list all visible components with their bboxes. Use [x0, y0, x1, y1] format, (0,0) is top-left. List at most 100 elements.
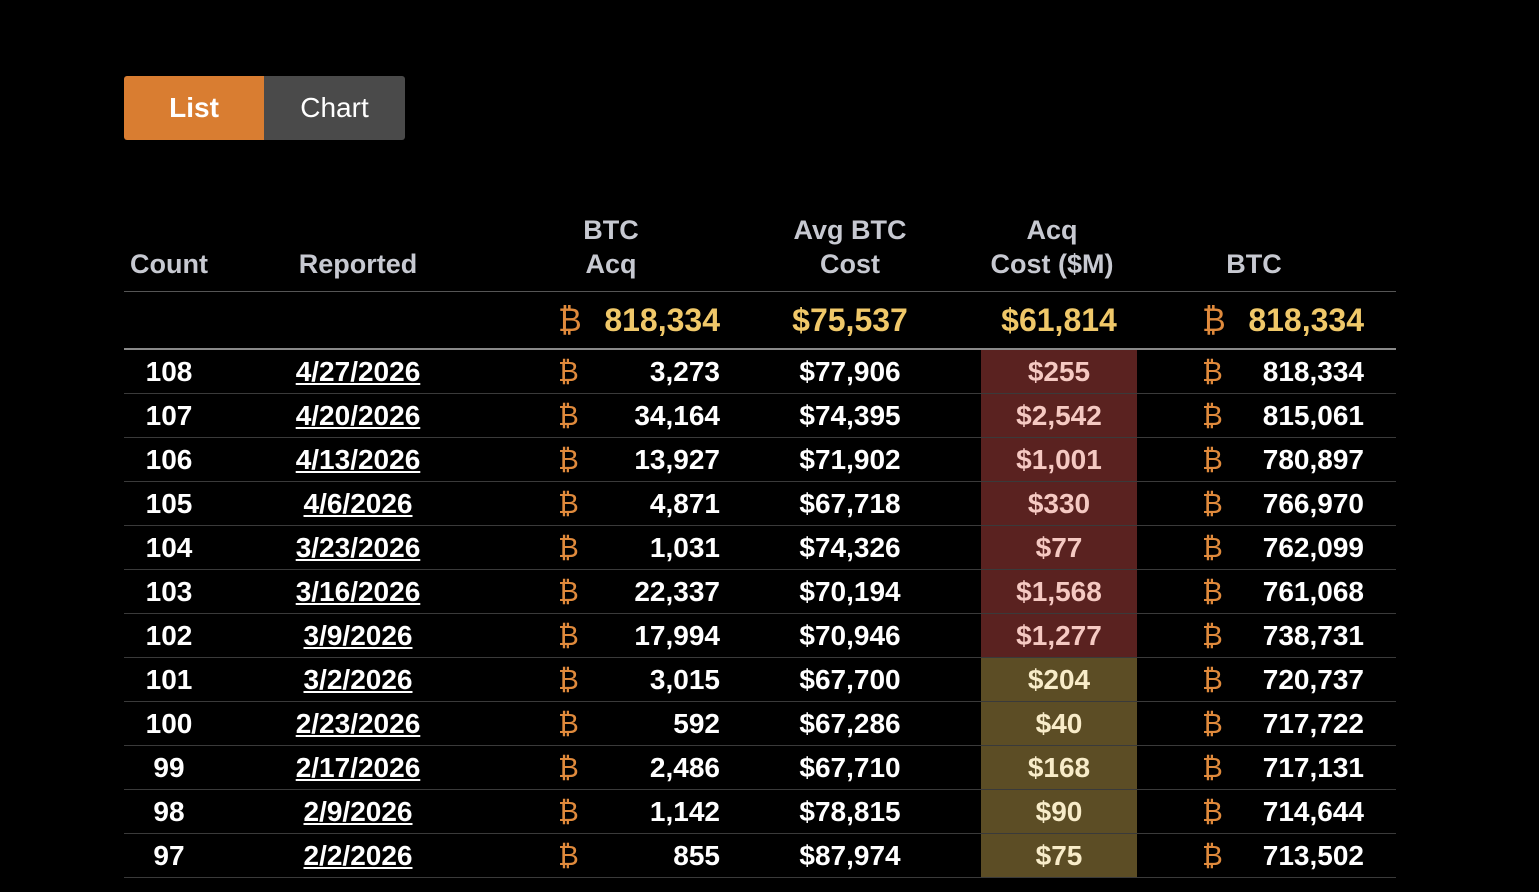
row-btc-total: 815,061	[1262, 400, 1364, 431]
btc-symbol-icon: ₿	[1202, 664, 1223, 695]
table-row: 97 2/2/2026 ₿ 855 $87,974 $75 ₿ 713,502	[124, 834, 1396, 878]
btc-symbol-icon: ₿	[558, 708, 579, 739]
btc-symbol-icon: ₿	[1202, 620, 1223, 651]
btc-symbol-icon: ₿	[1202, 302, 1226, 338]
row-acq-cost: $1,001	[981, 438, 1137, 481]
btc-symbol-icon: ₿	[1202, 840, 1223, 871]
btc-symbol-icon: ₿	[1202, 444, 1223, 475]
row-btc-acq: 17,994	[634, 620, 720, 651]
row-reported-link[interactable]: 3/9/2026	[303, 620, 413, 651]
table-row: 104 3/23/2026 ₿ 1,031 $74,326 $77 ₿ 762,099	[124, 526, 1396, 570]
row-reported-link[interactable]: 2/2/2026	[303, 840, 413, 871]
btc-symbol-icon: ₿	[558, 356, 579, 387]
row-avg-cost: $67,718	[799, 488, 901, 519]
header-acq-cost[interactable]: Acq Cost ($M)	[990, 215, 1114, 279]
row-reported-link[interactable]: 4/20/2026	[295, 400, 421, 431]
table-row: 103 3/16/2026 ₿ 22,337 $70,194 $1,568 ₿ 761,068	[124, 570, 1396, 614]
row-count: 100	[145, 708, 193, 739]
row-reported-link[interactable]: 2/23/2026	[295, 708, 421, 739]
btc-symbol-icon: ₿	[558, 302, 582, 338]
row-reported-link[interactable]: 3/2/2026	[303, 664, 413, 695]
row-acq-cost: $1,277	[981, 614, 1137, 657]
row-acq-cost: $75	[981, 834, 1137, 877]
row-acq-cost: $90	[981, 790, 1137, 833]
row-acq-cost: $168	[981, 746, 1137, 789]
row-acq-cost: $1,568	[981, 570, 1137, 613]
row-reported-link[interactable]: 2/17/2026	[295, 752, 421, 783]
chart-view-button[interactable]: Chart	[264, 76, 405, 140]
row-reported-link[interactable]: 4/27/2026	[295, 356, 421, 387]
row-count: 104	[145, 532, 193, 563]
table-row: 102 3/9/2026 ₿ 17,994 $70,946 $1,277 ₿ 738,731	[124, 614, 1396, 658]
row-avg-cost: $67,700	[799, 664, 901, 695]
header-btc[interactable]: BTC	[1226, 249, 1282, 279]
summary-btc-acq: 818,334	[604, 302, 720, 338]
table-row: 108 4/27/2026 ₿ 3,273 $77,906 $255 ₿ 818,334	[124, 350, 1396, 394]
row-btc-acq: 855	[673, 840, 720, 871]
row-btc-total: 738,731	[1262, 620, 1364, 651]
header-reported[interactable]: Reported	[298, 249, 418, 279]
btc-symbol-icon: ₿	[1202, 708, 1223, 739]
row-avg-cost: $74,326	[799, 532, 901, 563]
row-reported-link[interactable]: 2/9/2026	[303, 796, 413, 827]
table-row: 99 2/17/2026 ₿ 2,486 $67,710 $168 ₿ 717,131	[124, 746, 1396, 790]
row-btc-acq: 2,486	[649, 752, 720, 783]
table-row: 107 4/20/2026 ₿ 34,164 $74,395 $2,542 ₿ 815,061	[124, 394, 1396, 438]
summary-acq-cost: $61,814	[1001, 302, 1117, 338]
row-count: 98	[153, 796, 185, 827]
row-btc-total: 714,644	[1262, 796, 1364, 827]
table-body: 108 4/27/2026 ₿ 3,273 $77,906 $255 ₿ 818,334 107…	[124, 350, 1396, 878]
btc-symbol-icon: ₿	[558, 620, 579, 651]
btc-symbol-icon: ₿	[558, 796, 579, 827]
btc-symbol-icon: ₿	[1202, 752, 1223, 783]
row-acq-cost: $2,542	[981, 394, 1137, 437]
row-avg-cost: $70,946	[799, 620, 901, 651]
table-row: 101 3/2/2026 ₿ 3,015 $67,700 $204 ₿ 720,737	[124, 658, 1396, 702]
row-acq-cost: $255	[981, 350, 1137, 393]
row-avg-cost: $74,395	[799, 400, 901, 431]
row-count: 105	[145, 488, 193, 519]
row-avg-cost: $87,974	[799, 840, 901, 871]
row-btc-total: 780,897	[1262, 444, 1364, 475]
acquisitions-table: Count Reported BTC Acq Avg BTC Cost Acq …	[124, 210, 1396, 878]
row-count: 97	[153, 840, 185, 871]
table-header: Count Reported BTC Acq Avg BTC Cost Acq …	[124, 210, 1396, 292]
row-count: 102	[145, 620, 193, 651]
header-avg-btc-cost[interactable]: Avg BTC Cost	[793, 215, 907, 279]
row-avg-cost: $67,286	[799, 708, 901, 739]
row-count: 101	[145, 664, 193, 695]
row-count: 99	[153, 752, 185, 783]
btc-symbol-icon: ₿	[558, 488, 579, 519]
row-btc-acq: 22,337	[634, 576, 720, 607]
row-acq-cost: $40	[981, 702, 1137, 745]
btc-symbol-icon: ₿	[558, 664, 579, 695]
summary-row: ₿ 818,334 $75,537 $61,814 ₿ 818,334	[124, 292, 1396, 350]
row-acq-cost: $77	[981, 526, 1137, 569]
row-reported-link[interactable]: 3/16/2026	[295, 576, 421, 607]
list-view-button[interactable]: List	[124, 76, 264, 140]
row-btc-acq: 1,031	[649, 532, 720, 563]
row-reported-link[interactable]: 4/13/2026	[295, 444, 421, 475]
row-avg-cost: $78,815	[799, 796, 901, 827]
row-btc-acq: 1,142	[649, 796, 720, 827]
view-toggle: List Chart	[124, 76, 405, 140]
row-btc-total: 717,722	[1262, 708, 1364, 739]
row-btc-total: 762,099	[1262, 532, 1364, 563]
btc-symbol-icon: ₿	[558, 752, 579, 783]
btc-symbol-icon: ₿	[1202, 488, 1223, 519]
table-row: 106 4/13/2026 ₿ 13,927 $71,902 $1,001 ₿ 780,897	[124, 438, 1396, 482]
btc-symbol-icon: ₿	[558, 840, 579, 871]
btc-symbol-icon: ₿	[558, 444, 579, 475]
row-count: 108	[145, 356, 193, 387]
row-reported-link[interactable]: 4/6/2026	[303, 488, 413, 519]
row-btc-acq: 592	[673, 708, 720, 739]
row-reported-link[interactable]: 3/23/2026	[295, 532, 421, 563]
table-row: 98 2/9/2026 ₿ 1,142 $78,815 $90 ₿ 714,644	[124, 790, 1396, 834]
header-btc-acq[interactable]: BTC Acq	[583, 215, 639, 279]
btc-symbol-icon: ₿	[1202, 400, 1223, 431]
header-count[interactable]: Count	[130, 249, 208, 279]
row-count: 103	[145, 576, 193, 607]
row-avg-cost: $67,710	[799, 752, 901, 783]
btc-symbol-icon: ₿	[558, 576, 579, 607]
row-btc-total: 717,131	[1262, 752, 1364, 783]
